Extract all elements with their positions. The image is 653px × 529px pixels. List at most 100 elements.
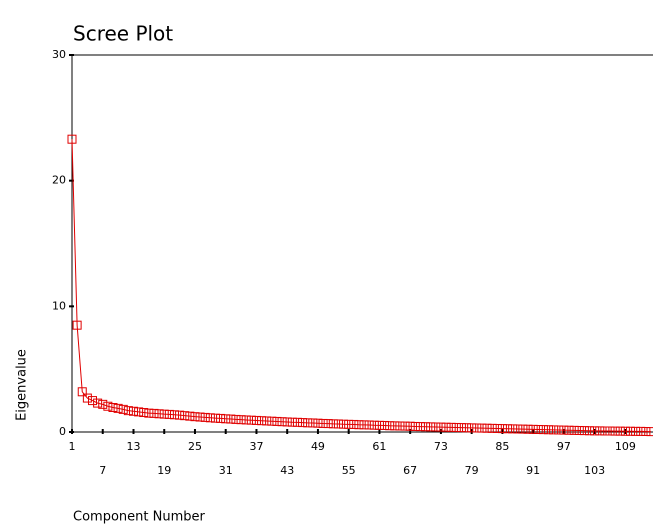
data-point — [113, 403, 123, 413]
x-tick-label: 43 — [280, 464, 294, 477]
data-point — [374, 420, 384, 430]
data-point — [257, 416, 267, 426]
data-point — [513, 424, 523, 434]
data-point — [605, 426, 615, 436]
data-point — [482, 423, 492, 433]
data-point — [472, 423, 482, 433]
data-point — [118, 404, 128, 414]
data-point — [590, 426, 600, 436]
data-point — [246, 415, 256, 425]
y-tick-label: 0 — [59, 425, 66, 438]
data-point — [272, 416, 282, 426]
x-tick-label: 13 — [126, 440, 140, 453]
data-point — [446, 422, 456, 432]
data-point — [349, 419, 359, 429]
data-point — [169, 410, 179, 420]
data-point — [487, 423, 497, 433]
x-tick-label: 91 — [526, 464, 540, 477]
data-point — [569, 425, 579, 435]
data-point — [231, 414, 241, 424]
data-point — [462, 423, 472, 433]
data-point — [205, 413, 215, 423]
x-tick-label: 109 — [615, 440, 636, 453]
data-point — [620, 426, 630, 436]
chart-title: Scree Plot — [73, 22, 173, 46]
x-tick-label: 97 — [557, 440, 571, 453]
y-tick-label: 20 — [52, 174, 66, 187]
data-point — [216, 413, 226, 423]
data-point — [533, 424, 543, 434]
x-tick-label: 1 — [69, 440, 76, 453]
data-point — [195, 412, 205, 422]
data-point — [354, 420, 364, 430]
data-point — [421, 422, 431, 432]
data-point — [559, 425, 569, 435]
data-point — [385, 421, 395, 431]
data-point — [144, 408, 154, 418]
data-point — [221, 414, 231, 424]
data-point — [323, 419, 333, 429]
data-point — [646, 427, 653, 437]
data-point — [467, 423, 477, 433]
data-point — [164, 409, 174, 419]
data-point — [292, 417, 302, 427]
data-point — [139, 408, 149, 418]
data-point — [180, 411, 190, 421]
data-point — [333, 419, 343, 429]
data-point — [251, 415, 261, 425]
data-point — [400, 421, 410, 431]
data-point — [103, 401, 113, 411]
data-point — [175, 410, 185, 420]
data-point — [380, 420, 390, 430]
x-tick-label: 49 — [311, 440, 325, 453]
data-point — [298, 418, 308, 428]
data-point — [134, 407, 144, 417]
data-point — [528, 424, 538, 434]
data-point — [436, 422, 446, 432]
data-point — [544, 425, 554, 435]
data-point — [518, 424, 528, 434]
data-point — [328, 419, 338, 429]
x-tick-label: 31 — [219, 464, 233, 477]
data-point — [523, 424, 533, 434]
data-point — [159, 409, 169, 419]
data-point — [318, 418, 328, 428]
data-point — [262, 416, 272, 426]
data-point — [108, 402, 118, 412]
data-point — [128, 406, 138, 416]
data-point — [369, 420, 379, 430]
data-point — [241, 415, 251, 425]
data-point — [600, 426, 610, 436]
x-tick-label: 55 — [342, 464, 356, 477]
data-point — [303, 418, 313, 428]
x-tick-label: 25 — [188, 440, 202, 453]
x-tick-label: 37 — [249, 440, 263, 453]
data-point — [497, 424, 507, 434]
data-point — [390, 421, 400, 431]
data-point — [574, 425, 584, 435]
data-point — [410, 421, 420, 431]
data-point — [93, 398, 103, 408]
x-tick-label: 73 — [434, 440, 448, 453]
data-point — [508, 424, 518, 434]
data-point — [631, 426, 641, 436]
data-point — [282, 417, 292, 427]
data-point — [185, 411, 195, 421]
data-point — [610, 426, 620, 436]
data-point — [415, 422, 425, 432]
x-axis-label: Component Number — [73, 510, 205, 525]
x-tick-label: 103 — [584, 464, 605, 477]
data-point — [359, 420, 369, 430]
data-point — [98, 399, 108, 409]
data-point — [154, 409, 164, 419]
data-point — [626, 426, 636, 436]
x-tick-label: 67 — [403, 464, 417, 477]
data-point — [636, 426, 646, 436]
data-point — [287, 417, 297, 427]
data-point — [538, 425, 548, 435]
x-tick-label: 85 — [495, 440, 509, 453]
data-point — [149, 408, 159, 418]
data-point — [564, 425, 574, 435]
data-point — [190, 412, 200, 422]
data-point — [395, 421, 405, 431]
